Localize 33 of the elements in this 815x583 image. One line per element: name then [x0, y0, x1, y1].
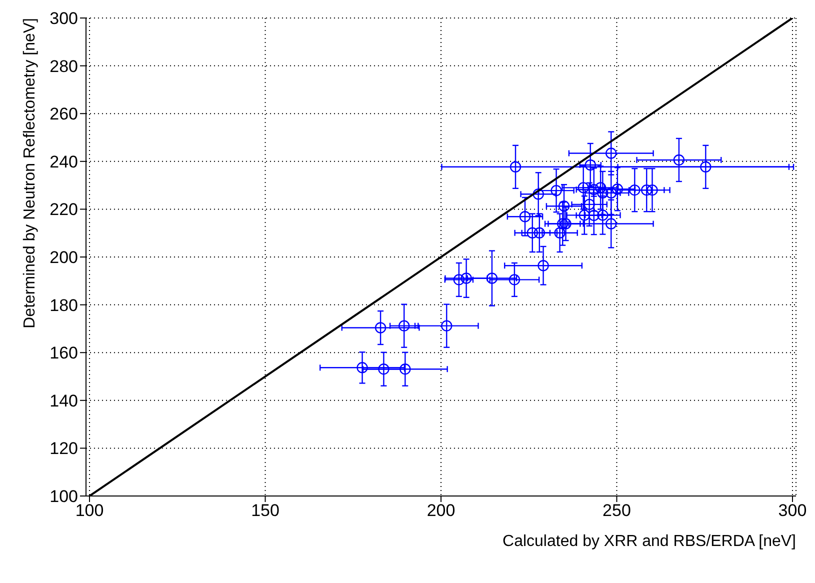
point: [510, 161, 522, 172]
point: [398, 320, 410, 332]
y-tick-label: 220: [50, 200, 78, 220]
x-tick-label: 150: [251, 501, 280, 520]
y-tick-label: 120: [50, 439, 78, 458]
y-tick-label: 300: [50, 9, 78, 28]
x-axis-title: Calculated by XRR and RBS/ERDA [neV]: [502, 533, 796, 550]
y-tick-label: 180: [50, 296, 78, 315]
y-axis-title: Determined by Neutron Reflectometry [neV]: [21, 18, 38, 328]
point: [538, 260, 549, 272]
point: [378, 363, 390, 375]
y-tick-label: 140: [50, 391, 78, 410]
y-tick-label: 200: [50, 248, 78, 268]
point: [441, 320, 452, 332]
y-tick-label: 160: [50, 344, 78, 363]
point: [374, 322, 386, 334]
point: [606, 218, 617, 230]
point: [519, 211, 531, 222]
point: [673, 154, 685, 166]
x-tick-label: 300: [778, 501, 807, 520]
y-tick-label: 240: [50, 152, 78, 172]
y-tick-label: 100: [50, 487, 78, 506]
x-tick-label: 250: [602, 501, 631, 520]
point: [700, 161, 712, 172]
x-tick-label: 200: [426, 501, 456, 520]
point: [606, 148, 617, 159]
point: [646, 184, 658, 196]
point: [526, 227, 538, 238]
y-tick-label: 260: [50, 104, 78, 124]
y-tick-label: 280: [50, 56, 78, 76]
x-tick-label: 100: [75, 501, 104, 520]
point: [453, 274, 465, 286]
point: [534, 227, 546, 238]
